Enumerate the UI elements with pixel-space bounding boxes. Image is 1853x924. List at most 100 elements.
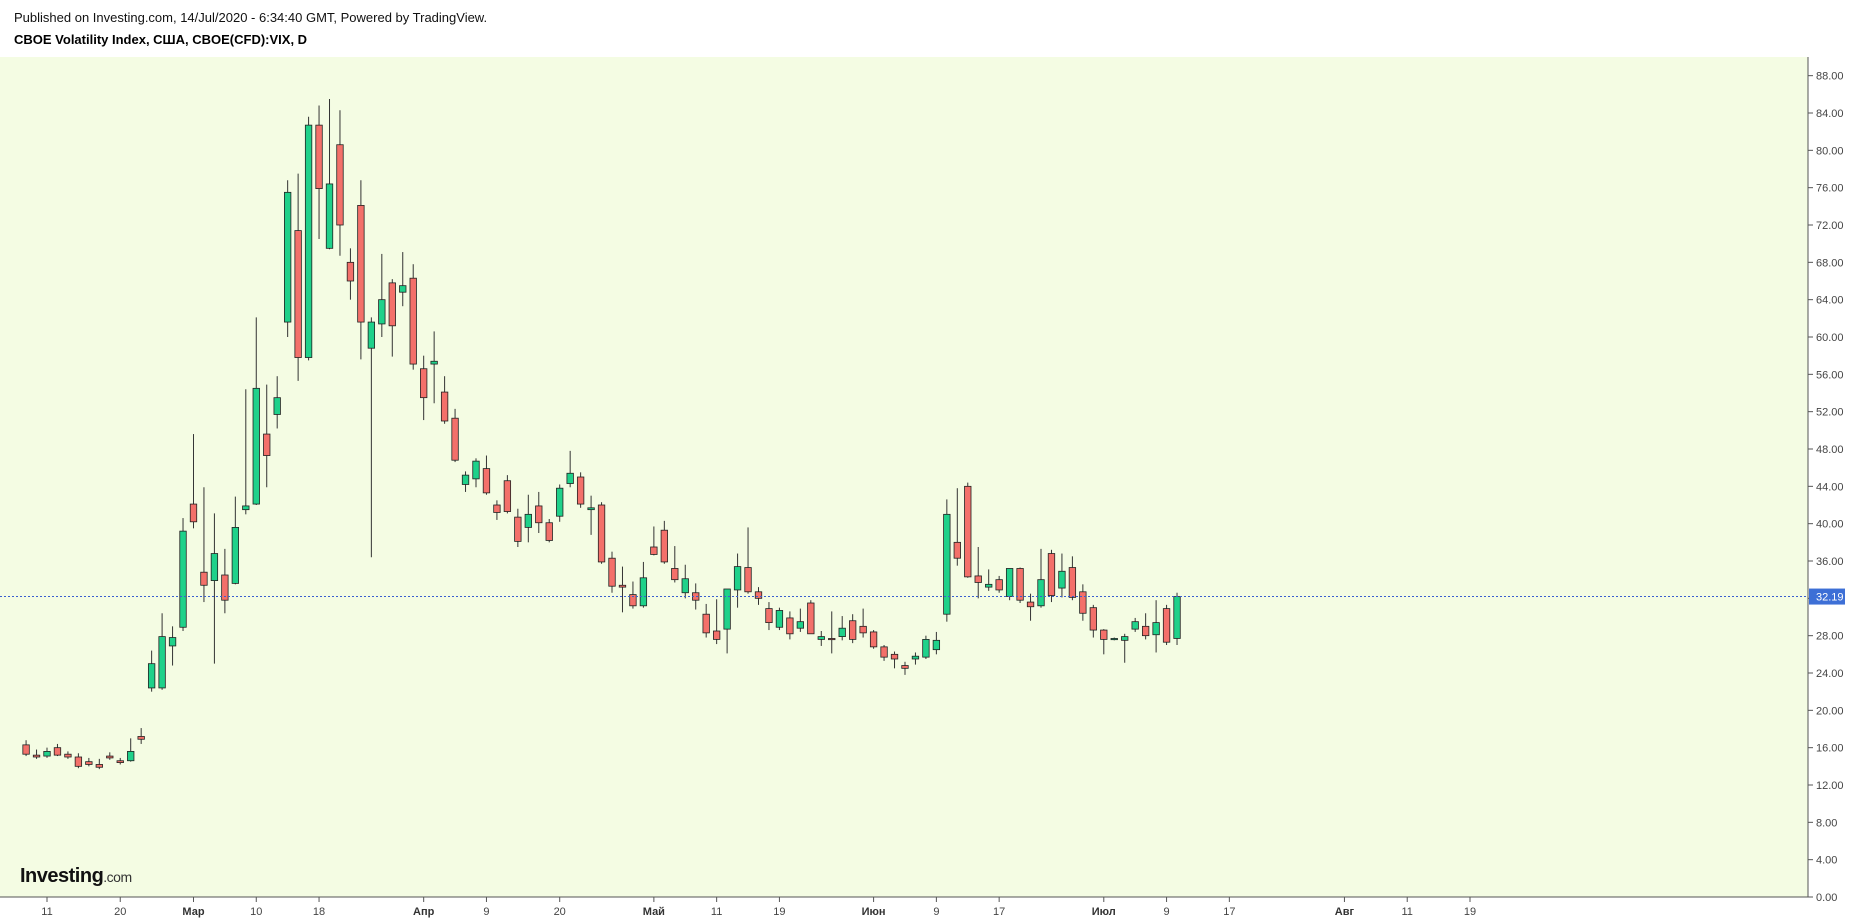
- candle[interactable]: [817, 631, 825, 646]
- candle[interactable]: [1141, 613, 1150, 640]
- candle[interactable]: [629, 581, 637, 609]
- candle[interactable]: [995, 575, 1003, 593]
- candle[interactable]: [440, 376, 449, 424]
- candle[interactable]: [493, 500, 501, 520]
- candle[interactable]: [85, 757, 93, 767]
- candle[interactable]: [650, 526, 658, 556]
- candle[interactable]: [210, 513, 219, 664]
- candle[interactable]: [242, 389, 250, 515]
- candle[interactable]: [263, 384, 271, 488]
- candle[interactable]: [43, 747, 51, 758]
- candle[interactable]: [64, 751, 72, 759]
- candle[interactable]: [974, 547, 982, 599]
- candle[interactable]: [587, 495, 595, 535]
- candle[interactable]: [420, 355, 428, 421]
- candle[interactable]: [231, 496, 239, 585]
- candle[interactable]: [116, 757, 124, 765]
- candle[interactable]: [399, 252, 407, 307]
- candle[interactable]: [273, 376, 281, 429]
- candle[interactable]: [608, 551, 616, 593]
- candle[interactable]: [388, 279, 396, 357]
- candle[interactable]: [964, 482, 972, 578]
- candle[interactable]: [1152, 600, 1160, 653]
- candle[interactable]: [890, 651, 899, 669]
- candle[interactable]: [1047, 549, 1056, 603]
- candle[interactable]: [535, 491, 543, 533]
- candle[interactable]: [1026, 593, 1035, 621]
- candle[interactable]: [953, 488, 961, 566]
- candle[interactable]: [1121, 633, 1129, 663]
- candle[interactable]: [221, 548, 229, 614]
- candle[interactable]: [451, 408, 459, 463]
- candle[interactable]: [1016, 567, 1024, 603]
- candle[interactable]: [32, 749, 41, 759]
- candle[interactable]: [733, 553, 742, 608]
- plot-area[interactable]: [0, 57, 1808, 897]
- candle[interactable]: [754, 587, 763, 605]
- candle[interactable]: [315, 105, 323, 239]
- candle[interactable]: [294, 173, 302, 381]
- candle[interactable]: [430, 331, 438, 404]
- candle[interactable]: [702, 603, 710, 638]
- candle[interactable]: [786, 611, 794, 640]
- candle[interactable]: [378, 253, 386, 337]
- x-axis[interactable]: 11 20 Мар 10 18 Апр 9 20 Май 11 19 Июн 9 17 Июл 9 17 Авг 1…: [41, 897, 1476, 918]
- candle[interactable]: [566, 450, 574, 488]
- candle[interactable]: [869, 630, 878, 649]
- candle[interactable]: [660, 520, 668, 564]
- candle[interactable]: [200, 487, 208, 603]
- candle[interactable]: [95, 758, 103, 770]
- candle[interactable]: [556, 484, 564, 522]
- candle[interactable]: [22, 740, 30, 757]
- candle[interactable]: [1079, 584, 1087, 621]
- candle[interactable]: [524, 494, 532, 543]
- candle[interactable]: [597, 502, 606, 564]
- candle[interactable]: [461, 471, 470, 492]
- candle[interactable]: [189, 434, 198, 529]
- candle[interactable]: [74, 753, 83, 769]
- candle[interactable]: [147, 650, 156, 692]
- investing-logo[interactable]: Investing.com: [20, 865, 132, 888]
- candle[interactable]: [158, 613, 166, 690]
- candle[interactable]: [880, 645, 888, 661]
- candle[interactable]: [796, 608, 804, 632]
- candle[interactable]: [472, 458, 480, 488]
- candle[interactable]: [922, 635, 930, 659]
- candle[interactable]: [1058, 553, 1066, 598]
- candle[interactable]: [304, 116, 313, 361]
- candle[interactable]: [838, 616, 846, 641]
- candle[interactable]: [639, 561, 648, 608]
- candle[interactable]: [1005, 568, 1014, 601]
- candle[interactable]: [911, 652, 920, 665]
- candle[interactable]: [765, 602, 773, 631]
- candle[interactable]: [409, 264, 417, 370]
- candle[interactable]: [1089, 604, 1097, 638]
- candle[interactable]: [681, 564, 689, 599]
- candle[interactable]: [985, 569, 993, 591]
- candle[interactable]: [828, 611, 836, 654]
- candle[interactable]: [503, 475, 512, 514]
- candle[interactable]: [482, 455, 491, 495]
- candle[interactable]: [545, 519, 553, 543]
- candle[interactable]: [1037, 548, 1045, 608]
- candle[interactable]: [849, 614, 857, 644]
- candle[interactable]: [137, 728, 145, 744]
- candle[interactable]: [1068, 556, 1077, 601]
- candle[interactable]: [325, 99, 334, 250]
- candle[interactable]: [252, 317, 260, 505]
- y-axis[interactable]: 0.00 4.00 8.00 12.00 16.00 20.00 24.00 28.00 32.…: [1808, 71, 1844, 904]
- candle[interactable]: [901, 661, 909, 675]
- candle[interactable]: [576, 472, 585, 508]
- candle[interactable]: [671, 546, 679, 583]
- candle[interactable]: [336, 110, 344, 256]
- candle[interactable]: [367, 317, 376, 558]
- candle[interactable]: [127, 738, 135, 762]
- candle[interactable]: [53, 743, 62, 757]
- candle[interactable]: [1100, 629, 1108, 655]
- candle[interactable]: [284, 180, 292, 337]
- candle[interactable]: [514, 508, 522, 547]
- candle[interactable]: [168, 626, 177, 666]
- candle[interactable]: [744, 527, 752, 594]
- candle[interactable]: [807, 600, 815, 635]
- candle[interactable]: [723, 588, 731, 654]
